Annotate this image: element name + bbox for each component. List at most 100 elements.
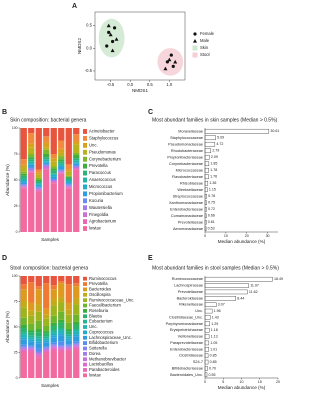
category-label: Bacteroidaceae: [177, 296, 203, 300]
point: [173, 59, 178, 64]
y-axis-label: Abundance (%): [5, 311, 10, 343]
x-tick-label: -0.5: [107, 82, 115, 87]
category-label: Moraxellaceae: [178, 129, 203, 133]
y-tick-label: 100: [12, 274, 18, 278]
bar-segment: [73, 155, 80, 159]
category-label: Veillonellaceae: [178, 335, 203, 339]
category-label: Staphylococcaceae: [170, 136, 203, 140]
bar-segment: [43, 350, 50, 352]
legend-label: Male: [200, 38, 210, 43]
bar-segment: [58, 345, 65, 347]
bar-segment: [20, 339, 27, 345]
y-tick-label: 50: [14, 178, 18, 182]
bar-segment: [58, 163, 65, 166]
bar-segment: [65, 331, 72, 335]
value-label: 30.61: [270, 129, 279, 133]
bar-segment: [58, 161, 65, 164]
value-label: 1.43: [212, 315, 219, 319]
bar-segment: [50, 348, 57, 351]
category-label: Enterobacteriaceae: [170, 347, 203, 351]
y-axis-label: Abundance (%): [5, 164, 10, 196]
bar-segment: [50, 325, 57, 331]
value-label: 8.44: [237, 296, 244, 300]
bar-segment: [50, 182, 57, 184]
bar-segment: [35, 348, 42, 352]
bar: [204, 289, 248, 295]
x-axis-label: Samples: [41, 383, 60, 388]
bar-segment: [28, 347, 35, 349]
bar-segment: [28, 171, 35, 173]
plot-frame: [94, 11, 186, 81]
bar-segment: [73, 321, 80, 325]
bar-segment: [35, 190, 42, 192]
legend-label: Faecalibacterium: [89, 303, 121, 308]
bar: [204, 148, 212, 154]
x-tick-label: 1.0: [166, 82, 172, 87]
legend-swatch: [83, 346, 87, 351]
y-tick-label: 0.5: [86, 23, 92, 28]
legend-swatch: [83, 219, 87, 225]
bar-segment: [35, 177, 42, 180]
bar-segment: [58, 128, 65, 141]
bar: [204, 353, 209, 358]
legend-label: Agrobacterium: [89, 219, 117, 224]
bar-segment: [65, 186, 72, 188]
bar-segment: [73, 169, 80, 232]
panel-letter: C: [148, 109, 153, 116]
category-label: Flavobacteriaceae: [172, 175, 203, 179]
bar-segment: [50, 322, 57, 326]
bar-segment: [20, 337, 27, 340]
bar: [204, 334, 210, 339]
bar-segment: [58, 281, 65, 284]
bar-segment: [50, 305, 57, 316]
category-label: Porphyromonadaceae: [166, 322, 203, 326]
bar-segment: [35, 169, 42, 173]
legend-label: Micrococcus: [89, 184, 112, 189]
bar-segment: [73, 304, 80, 315]
legend-label: Acinetobacter: [89, 129, 115, 134]
bar-segment: [65, 176, 72, 178]
x-tick-label: 0: [204, 234, 206, 238]
bar-segment: [58, 276, 65, 282]
bar-segment: [73, 346, 80, 348]
bar-segment: [35, 357, 42, 378]
value-label: 1.18: [211, 328, 218, 332]
bar: [204, 141, 216, 147]
bar-segment: [35, 336, 42, 339]
bar: [204, 340, 210, 346]
bar-segment: [43, 128, 50, 137]
legend-swatch: [83, 314, 87, 319]
bar-segment: [43, 142, 50, 148]
bar-segment: [20, 175, 27, 179]
bar-segment: [43, 314, 50, 319]
legend-swatch: [83, 170, 87, 176]
bar-segment: [50, 289, 57, 300]
legend-swatch: [83, 373, 87, 378]
legend-label: Lachnospiraceae_Unc.: [89, 335, 132, 340]
legend-label: Oscillospira: [89, 292, 111, 297]
value-label: 5.09: [217, 136, 224, 140]
bar-segment: [28, 163, 35, 165]
bar-segment: [28, 332, 35, 336]
bar-segment: [20, 307, 27, 318]
bar-segment: [73, 345, 80, 347]
value-label: 11.62: [249, 290, 258, 294]
x-axis-label: Samples: [41, 237, 60, 242]
value-label: 1.01: [210, 347, 217, 351]
bar-segment: [58, 140, 65, 149]
category-label: Prevotellaceae: [178, 220, 203, 224]
bar-segment: [73, 331, 80, 335]
category-label: Unc.: [195, 309, 203, 313]
bar-segment: [50, 176, 57, 179]
bar-segment: [20, 184, 27, 186]
bar-segment: [28, 159, 35, 162]
value-label: 0.55: [209, 373, 216, 377]
bar-segment: [58, 152, 65, 157]
bar-segment: [35, 352, 42, 354]
bar-segment: [50, 330, 57, 333]
legend-label: Paracoccus: [89, 170, 111, 175]
value-label: 0.61: [208, 220, 215, 224]
panel-title: Most abundant families in stool samples …: [152, 265, 279, 271]
bar-segment: [65, 164, 72, 170]
y-tick-label: 25: [14, 204, 18, 208]
